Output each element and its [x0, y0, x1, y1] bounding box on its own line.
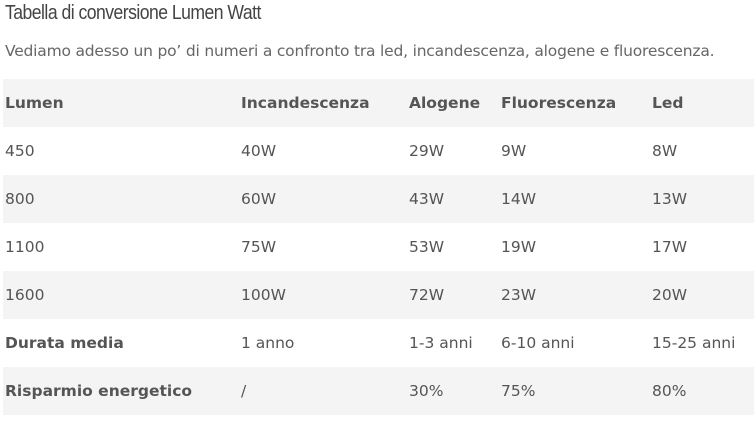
table-cell: Alogene	[409, 94, 481, 112]
table-row: 800 60W 43W 14W 13W	[3, 175, 754, 223]
table-cell: 13W	[652, 190, 688, 208]
table-cell: 75W	[241, 238, 277, 256]
table-cell: 20W	[652, 286, 688, 304]
table-cell: 60W	[241, 190, 277, 208]
table-cell: Fluorescenza	[501, 94, 617, 112]
table-row: Risparmio energetico / 30% 75% 80%	[3, 367, 754, 415]
table-cell: 1 anno	[241, 334, 295, 352]
table-row: 1600 100W 72W 23W 20W	[3, 271, 754, 319]
table-cell: 30%	[409, 382, 444, 400]
table-cell: 14W	[501, 190, 537, 208]
table-cell: 1100	[5, 238, 45, 256]
table-cell: 15-25 anni	[652, 334, 736, 352]
table-cell: 1600	[5, 286, 45, 304]
table-cell: 8W	[652, 142, 678, 160]
table-cell: Durata media	[5, 334, 124, 352]
table-cell: 9W	[501, 142, 527, 160]
table-cell: Led	[652, 94, 684, 112]
table-cell: 100W	[241, 286, 286, 304]
table-cell: 40W	[241, 142, 277, 160]
table-cell: 72W	[409, 286, 445, 304]
table-cell: 19W	[501, 238, 537, 256]
subtitle: Vediamo adesso un po’ di numeri a confro…	[5, 42, 715, 60]
table-row: 450 40W 29W 9W 8W	[3, 127, 754, 175]
table-cell: 43W	[409, 190, 445, 208]
table-cell: 450	[5, 142, 35, 160]
table-cell: 29W	[409, 142, 445, 160]
table-cell: 800	[5, 190, 35, 208]
table-row: 1100 75W 53W 19W 17W	[3, 223, 754, 271]
table-cell: 80%	[652, 382, 687, 400]
table-cell: 75%	[501, 382, 536, 400]
table-cell: 6-10 anni	[501, 334, 575, 352]
table-cell: Risparmio energetico	[5, 382, 193, 400]
table-cell: 17W	[652, 238, 688, 256]
table-cell: /	[241, 382, 247, 400]
header-row: Lumen Incandescenza Alogene Fluorescenza Led	[3, 79, 754, 127]
table: Lumen Incandescenza Alogene Fluorescenza Led…	[3, 79, 754, 415]
table-cell: 1-3 anni	[409, 334, 473, 352]
table-cell: 53W	[409, 238, 445, 256]
table-cell: Incandescenza	[241, 94, 370, 112]
title: Tabella di conversione Lumen Watt	[5, 2, 261, 24]
table-row: Durata media 1 anno 1-3 anni 6-10 anni 15-25…	[3, 319, 754, 367]
table-cell: 23W	[501, 286, 537, 304]
table-cell: Lumen	[5, 94, 64, 112]
